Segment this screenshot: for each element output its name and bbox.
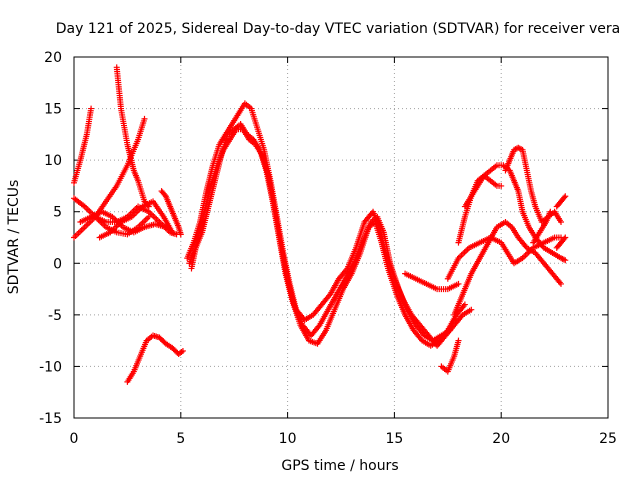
data-point — [179, 347, 186, 354]
data-point — [169, 229, 176, 236]
data-point — [558, 280, 565, 287]
data-point — [547, 208, 554, 215]
series-track-21 — [553, 193, 569, 210]
data-point — [177, 231, 184, 238]
series-track-16 — [455, 172, 505, 246]
x-axis-label: GPS time / hours — [281, 458, 398, 474]
x-tick-label: 25 — [599, 431, 617, 447]
y-tick-label: 20 — [44, 50, 62, 66]
y-tick-label: -5 — [48, 308, 62, 324]
series-track-13 — [402, 270, 462, 293]
data-point — [561, 235, 568, 242]
y-axis: -15 -10 -5 0 5 10 15 20 — [39, 50, 608, 427]
data-point — [161, 191, 168, 198]
series-track-9 — [124, 332, 186, 385]
data-point — [562, 234, 569, 241]
chart-title: Day 121 of 2025, Sidereal Day-to-day VTE… — [56, 21, 620, 37]
data-point — [461, 301, 468, 308]
series-track-8 — [158, 188, 184, 238]
data-point — [498, 182, 505, 189]
plot-frame — [73, 56, 609, 419]
y-tick-label: 15 — [44, 102, 62, 118]
series-track-1 — [71, 105, 95, 186]
y-tick-label: 10 — [44, 153, 62, 169]
data-point — [88, 105, 95, 112]
series-track-17 — [444, 234, 565, 282]
x-tick-label: 20 — [492, 431, 510, 447]
grid — [74, 57, 608, 418]
series-track-12 — [188, 126, 453, 344]
x-tick-label: 5 — [176, 431, 185, 447]
series-track-19 — [502, 144, 565, 226]
data-point — [516, 145, 523, 152]
data-point — [468, 306, 475, 313]
series-track-22 — [553, 234, 569, 251]
series-track-7 — [96, 198, 176, 241]
data-point — [561, 194, 568, 201]
y-tick-label: -15 — [39, 411, 62, 427]
y-tick-label: 5 — [53, 205, 62, 221]
series-track-6 — [113, 64, 152, 210]
data-point — [446, 327, 453, 334]
y-tick-label: 0 — [53, 256, 62, 272]
series-track-18 — [451, 219, 565, 318]
data-point — [145, 213, 152, 220]
data-point — [558, 219, 565, 226]
data-point — [562, 257, 569, 264]
data-layer — [71, 64, 569, 385]
y-tick-label: -10 — [39, 359, 62, 375]
data-point — [455, 337, 462, 344]
x-tick-label: 15 — [385, 431, 403, 447]
data-point — [455, 280, 462, 287]
data-point — [562, 193, 569, 200]
x-tick-label: 0 — [70, 431, 79, 447]
y-axis-label: SDTVAR / TECUs — [6, 180, 22, 295]
series-track-20 — [530, 208, 554, 246]
x-tick-label: 10 — [279, 431, 297, 447]
series-track-5 — [92, 213, 152, 238]
series-track-14 — [438, 337, 462, 375]
x-axis: 0 5 10 15 20 25 — [70, 57, 617, 447]
data-point — [141, 115, 148, 122]
